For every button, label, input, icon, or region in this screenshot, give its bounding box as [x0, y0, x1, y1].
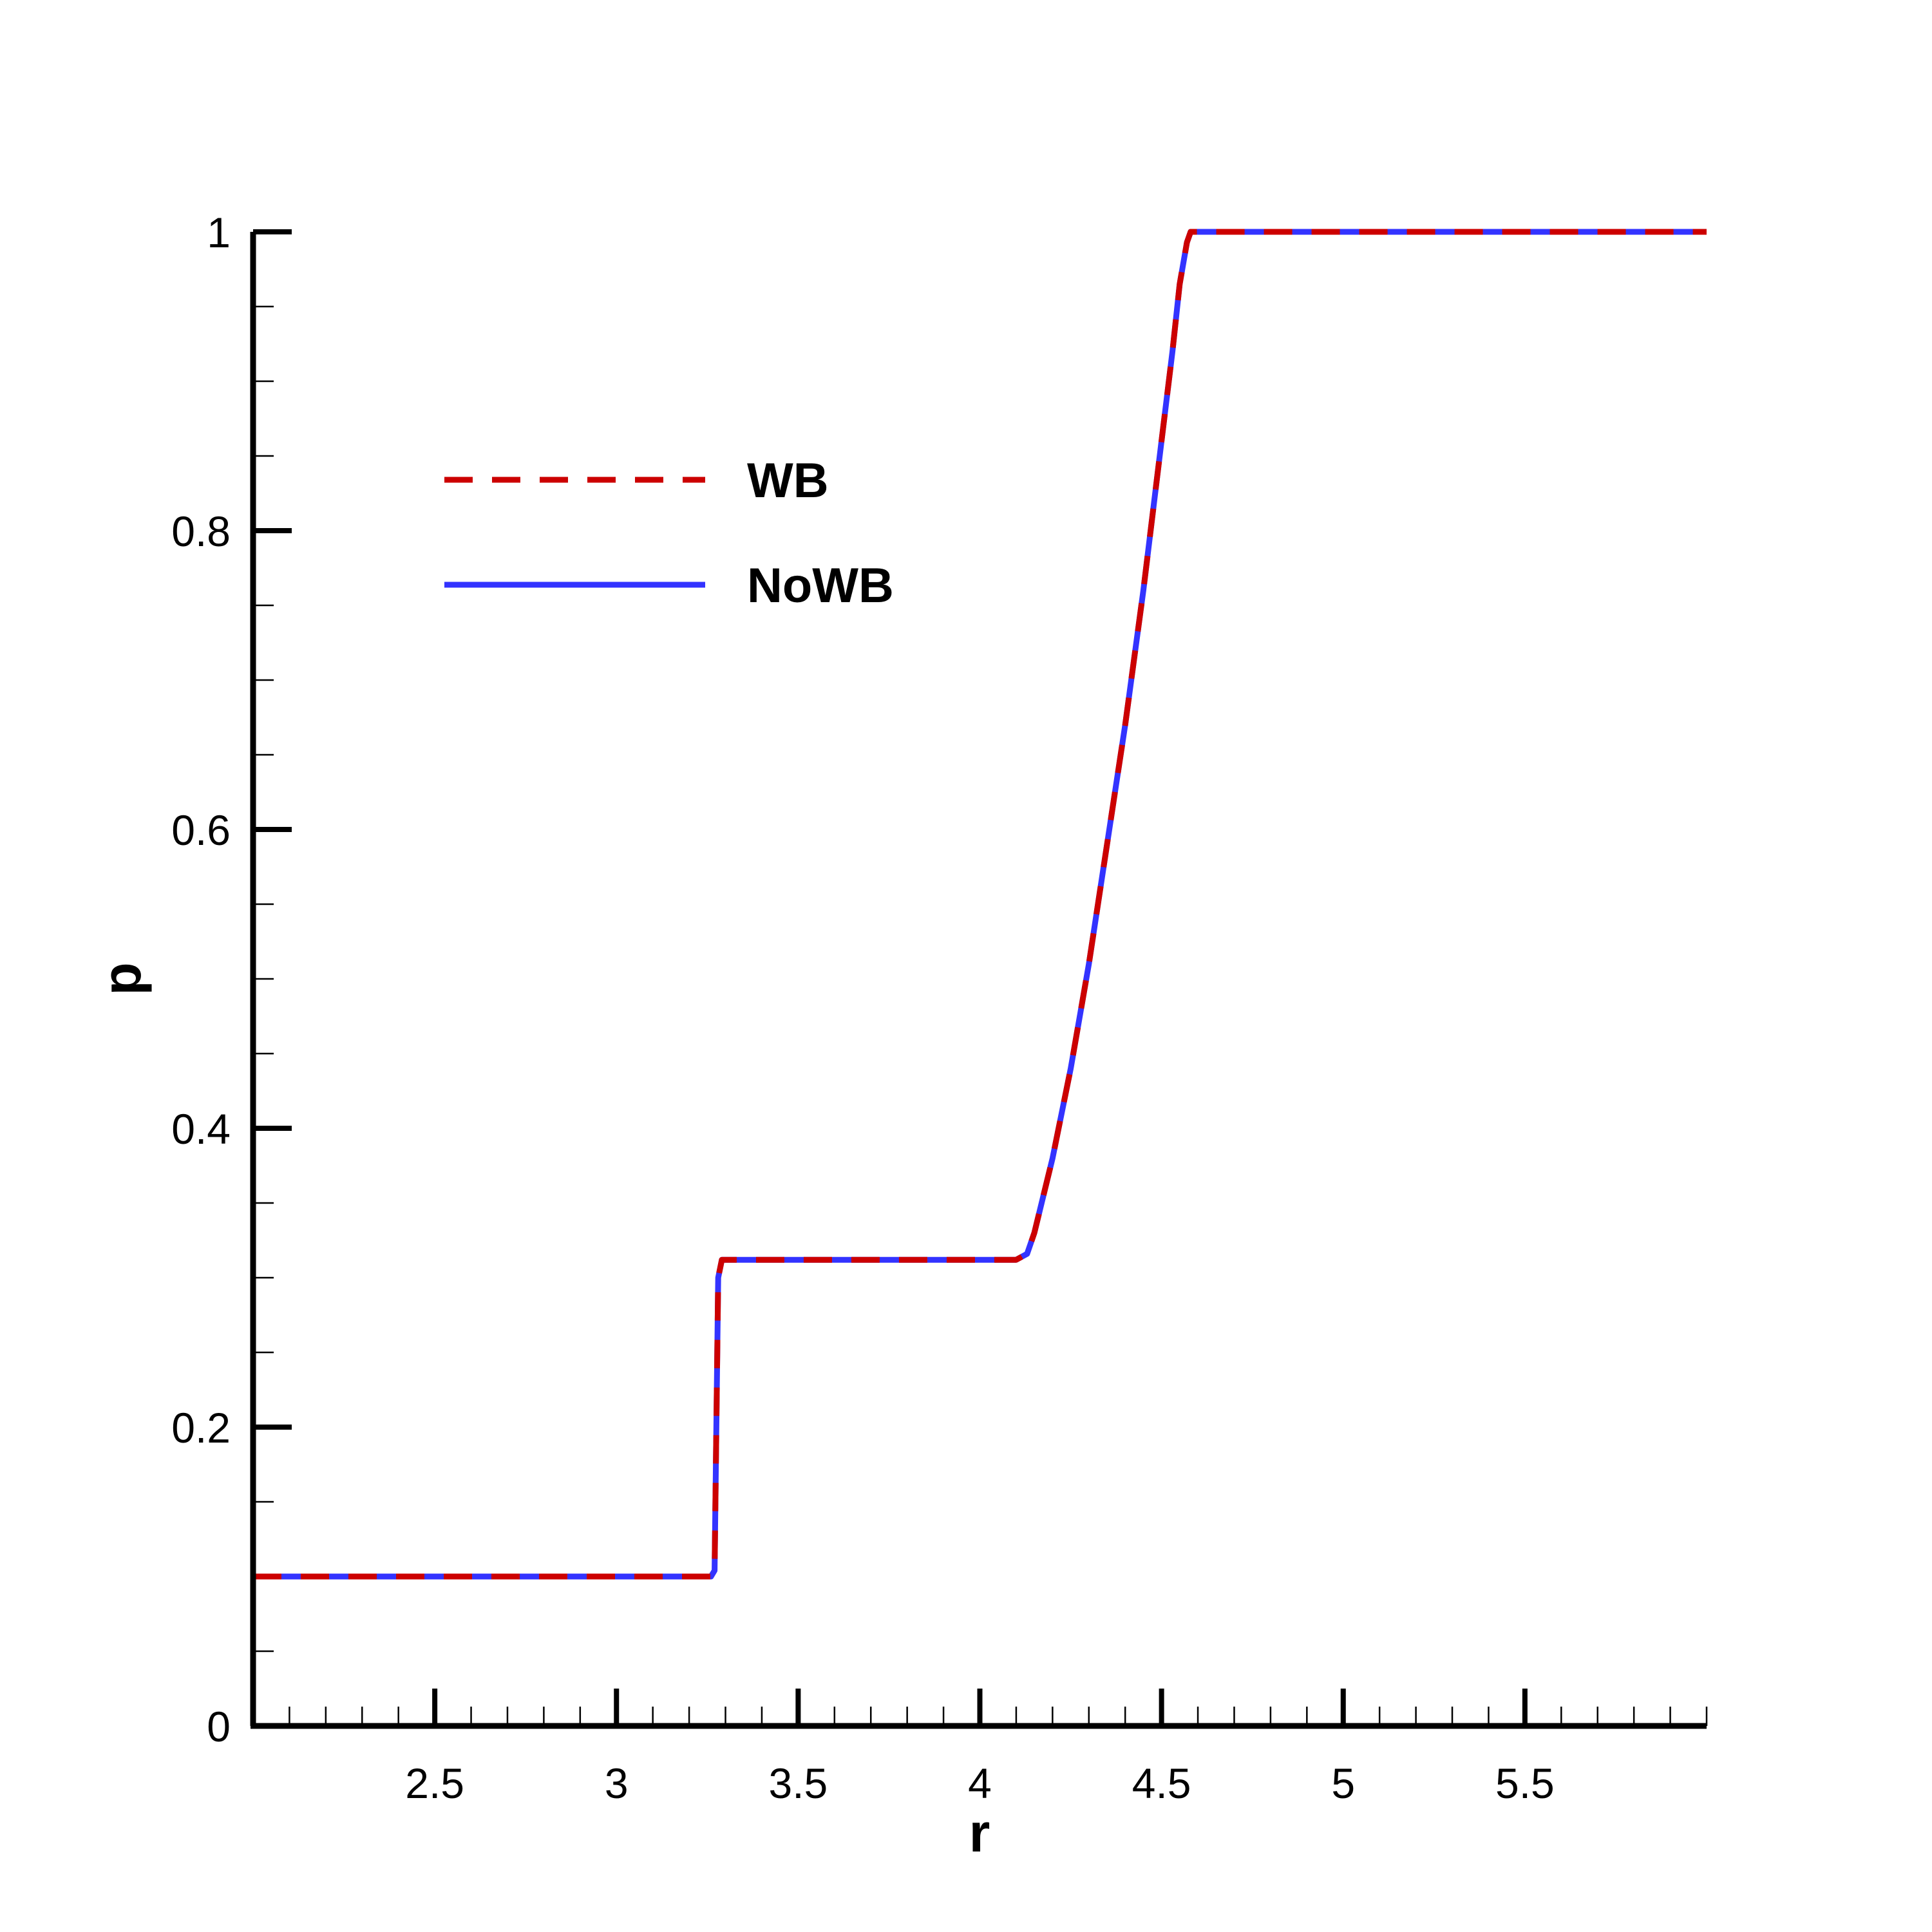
y-tick-label: 0.2 [171, 1404, 231, 1452]
minor-ticks [253, 231, 1708, 1726]
y-axis-title: p [91, 962, 152, 995]
x-tick-label: 4 [968, 1759, 992, 1807]
y-tick-labels: 0 0.2 0.4 0.6 0.8 1 [171, 209, 231, 1750]
x-axis-title: r [969, 1803, 990, 1863]
major-ticks [253, 229, 1528, 1728]
x-tick-label: 3.5 [769, 1759, 828, 1807]
y-tick-label: 0.8 [171, 507, 231, 555]
y-tick-label: 0.6 [171, 806, 231, 854]
series-line-nowb [253, 229, 1707, 1580]
series-layer [253, 229, 1707, 1580]
x-tick-label: 2.5 [405, 1759, 464, 1807]
x-tick-label: 3 [605, 1759, 629, 1807]
legend: WB NoWB [444, 453, 894, 613]
legend-label-nowb: NoWB [747, 558, 894, 613]
y-tick-label: 0 [207, 1703, 231, 1750]
series-line-wb [253, 229, 1707, 1580]
x-tick-labels: 2.5 3 3.5 4 4.5 5 5.5 [405, 1759, 1555, 1807]
x-tick-label: 5 [1331, 1759, 1355, 1807]
legend-label-wb: WB [747, 453, 829, 508]
y-tick-label: 0.4 [171, 1105, 231, 1153]
axes-layer [250, 232, 1707, 1729]
x-tick-label: 5.5 [1495, 1759, 1555, 1807]
x-tick-label: 4.5 [1132, 1759, 1191, 1807]
y-tick-label: 1 [207, 209, 231, 256]
